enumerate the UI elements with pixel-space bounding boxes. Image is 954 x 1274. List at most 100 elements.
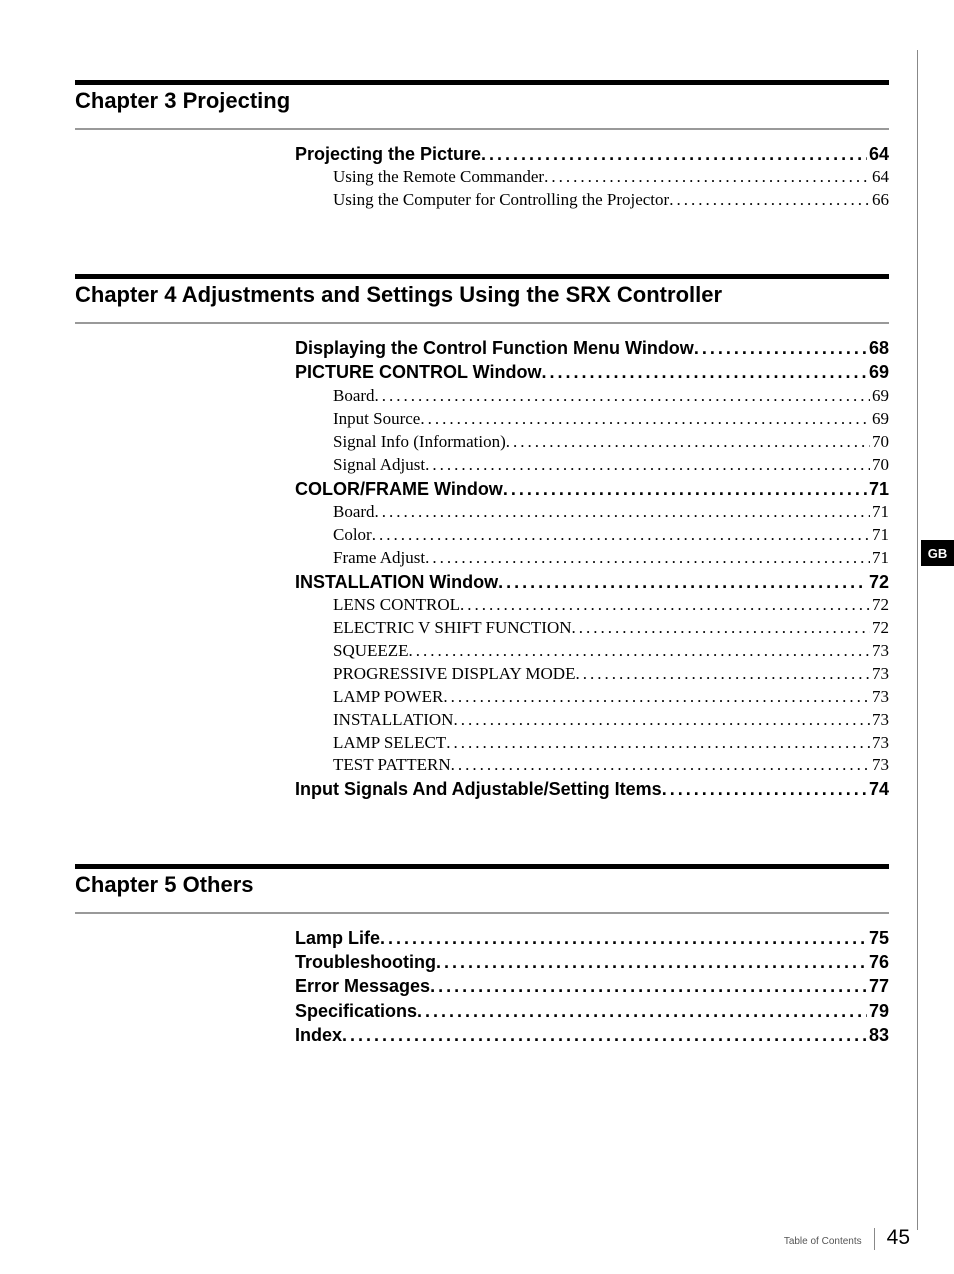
chapter-rule-thick bbox=[75, 80, 889, 85]
toc-entry-title: LAMP POWER bbox=[333, 686, 443, 709]
toc-entry: Frame Adjust 71 bbox=[333, 547, 889, 570]
toc-entry-title: Troubleshooting bbox=[295, 950, 436, 974]
chapter-3-toc: Projecting the Picture 64 Using the Remo… bbox=[295, 142, 889, 212]
toc-leader-dots bbox=[430, 974, 867, 998]
toc-entry-title: LENS CONTROL bbox=[333, 594, 460, 617]
toc-entry-title: Signal Adjust bbox=[333, 454, 425, 477]
toc-entry-page: 71 bbox=[867, 477, 889, 501]
toc-leader-dots bbox=[544, 166, 870, 189]
toc-entry-title: Signal Info (Information) bbox=[333, 431, 506, 454]
toc-entry: Troubleshooting 76 bbox=[295, 950, 889, 974]
toc-entry: Input Source 69 bbox=[333, 408, 889, 431]
toc-entry-page: 64 bbox=[870, 166, 889, 189]
toc-entry-page: 68 bbox=[867, 336, 889, 360]
toc-entry: Displaying the Control Function Menu Win… bbox=[295, 336, 889, 360]
toc-entry-title: Input Source bbox=[333, 408, 420, 431]
toc-leader-dots bbox=[694, 336, 867, 360]
toc-entry-page: 75 bbox=[867, 926, 889, 950]
toc-entry-title: Using the Computer for Controlling the P… bbox=[333, 189, 669, 212]
toc-entry-page: 79 bbox=[867, 999, 889, 1023]
toc-entry-page: 73 bbox=[870, 709, 889, 732]
toc-entry-page: 83 bbox=[867, 1023, 889, 1047]
footer-separator bbox=[874, 1228, 875, 1250]
toc-entry-title: SQUEEZE bbox=[333, 640, 409, 663]
chapter-5-block: Chapter 5 Others Lamp Life 75 Troubleshoo… bbox=[75, 864, 889, 1047]
toc-leader-dots bbox=[425, 547, 870, 570]
toc-entry: Specifications 79 bbox=[295, 999, 889, 1023]
toc-entry-title: TEST PATTERN bbox=[333, 754, 451, 777]
toc-entry-title: Projecting the Picture bbox=[295, 142, 481, 166]
toc-entry-page: 71 bbox=[870, 547, 889, 570]
toc-entry: LENS CONTROL 72 bbox=[333, 594, 889, 617]
toc-entry-page: 73 bbox=[870, 686, 889, 709]
toc-entry-page: 74 bbox=[867, 777, 889, 801]
toc-leader-dots bbox=[436, 950, 867, 974]
toc-leader-dots bbox=[669, 189, 870, 212]
toc-entry-page: 73 bbox=[870, 732, 889, 755]
toc-entry: Signal Info (Information) 70 bbox=[333, 431, 889, 454]
toc-entry: TEST PATTERN 73 bbox=[333, 754, 889, 777]
footer-section-label: Table of Contents bbox=[784, 1236, 862, 1247]
toc-entry-title: LAMP SELECT bbox=[333, 732, 446, 755]
toc-leader-dots bbox=[372, 524, 870, 547]
chapter-rule-bottom bbox=[75, 322, 889, 324]
toc-leader-dots bbox=[498, 570, 867, 594]
toc-entry-title: Color bbox=[333, 524, 372, 547]
toc-entry: Input Signals And Adjustable/Setting Ite… bbox=[295, 777, 889, 801]
toc-leader-dots bbox=[443, 686, 870, 709]
toc-entry-page: 72 bbox=[870, 617, 889, 640]
toc-entry-title: ELECTRIC V SHIFT FUNCTION bbox=[333, 617, 572, 640]
toc-entry-page: 69 bbox=[870, 385, 889, 408]
chapter-rule-thick bbox=[75, 864, 889, 869]
toc-entry-title: Lamp Life bbox=[295, 926, 380, 950]
toc-leader-dots bbox=[342, 1023, 867, 1047]
toc-leader-dots bbox=[542, 360, 867, 384]
toc-entry-page: 64 bbox=[867, 142, 889, 166]
toc-entry-title: Using the Remote Commander bbox=[333, 166, 544, 189]
toc-entry: PROGRESSIVE DISPLAY MODE 73 bbox=[333, 663, 889, 686]
toc-entry-title: Specifications bbox=[295, 999, 417, 1023]
toc-entry: Using the Remote Commander 64 bbox=[333, 166, 889, 189]
toc-leader-dots bbox=[425, 454, 870, 477]
toc-entry: Error Messages77 bbox=[295, 974, 889, 998]
toc-entry: LAMP POWER 73 bbox=[333, 686, 889, 709]
toc-entry: SQUEEZE 73 bbox=[333, 640, 889, 663]
toc-entry-page: 71 bbox=[870, 524, 889, 547]
chapter-5-toc: Lamp Life 75 Troubleshooting 76 Error Mes… bbox=[295, 926, 889, 1047]
toc-entry: INSTALLATION Window72 bbox=[295, 570, 889, 594]
toc-leader-dots bbox=[409, 640, 870, 663]
page-footer: Table of Contents 45 bbox=[784, 1226, 910, 1250]
footer-page-number: 45 bbox=[887, 1226, 910, 1250]
toc-entry-title: Error Messages bbox=[295, 974, 430, 998]
chapter-4-block: Chapter 4 Adjustments and Settings Using… bbox=[75, 274, 889, 802]
chapter-4-title: Chapter 4 Adjustments and Settings Using… bbox=[75, 282, 889, 308]
toc-entry-title: Displaying the Control Function Menu Win… bbox=[295, 336, 694, 360]
chapter-5-title: Chapter 5 Others bbox=[75, 872, 889, 898]
toc-entry: Board 69 bbox=[333, 385, 889, 408]
toc-leader-dots bbox=[575, 663, 870, 686]
toc-entry: Color 71 bbox=[333, 524, 889, 547]
side-divider-line bbox=[917, 50, 918, 1230]
toc-leader-dots bbox=[662, 777, 867, 801]
toc-entry-title: PICTURE CONTROL Window bbox=[295, 360, 542, 384]
toc-entry-page: 70 bbox=[870, 431, 889, 454]
toc-entry: Board 71 bbox=[333, 501, 889, 524]
toc-entry-page: 72 bbox=[870, 594, 889, 617]
toc-entry-title: COLOR/FRAME Window bbox=[295, 477, 503, 501]
toc-entry-page: 73 bbox=[870, 754, 889, 777]
toc-entry-title: PROGRESSIVE DISPLAY MODE bbox=[333, 663, 575, 686]
toc-entry-title: Board bbox=[333, 501, 375, 524]
toc-leader-dots bbox=[420, 408, 870, 431]
page-content: Chapter 3 Projecting Projecting the Pict… bbox=[0, 0, 954, 1149]
toc-entry: Projecting the Picture 64 bbox=[295, 142, 889, 166]
toc-leader-dots bbox=[380, 926, 867, 950]
toc-entry-title: Input Signals And Adjustable/Setting Ite… bbox=[295, 777, 662, 801]
toc-entry: Signal Adjust 70 bbox=[333, 454, 889, 477]
chapter-3-title: Chapter 3 Projecting bbox=[75, 88, 889, 114]
chapter-rule-bottom bbox=[75, 912, 889, 914]
chapter-rule-thick bbox=[75, 274, 889, 279]
toc-entry: LAMP SELECT 73 bbox=[333, 732, 889, 755]
toc-entry: Using the Computer for Controlling the P… bbox=[333, 189, 889, 212]
toc-entry: COLOR/FRAME Window 71 bbox=[295, 477, 889, 501]
toc-entry-page: 71 bbox=[870, 501, 889, 524]
